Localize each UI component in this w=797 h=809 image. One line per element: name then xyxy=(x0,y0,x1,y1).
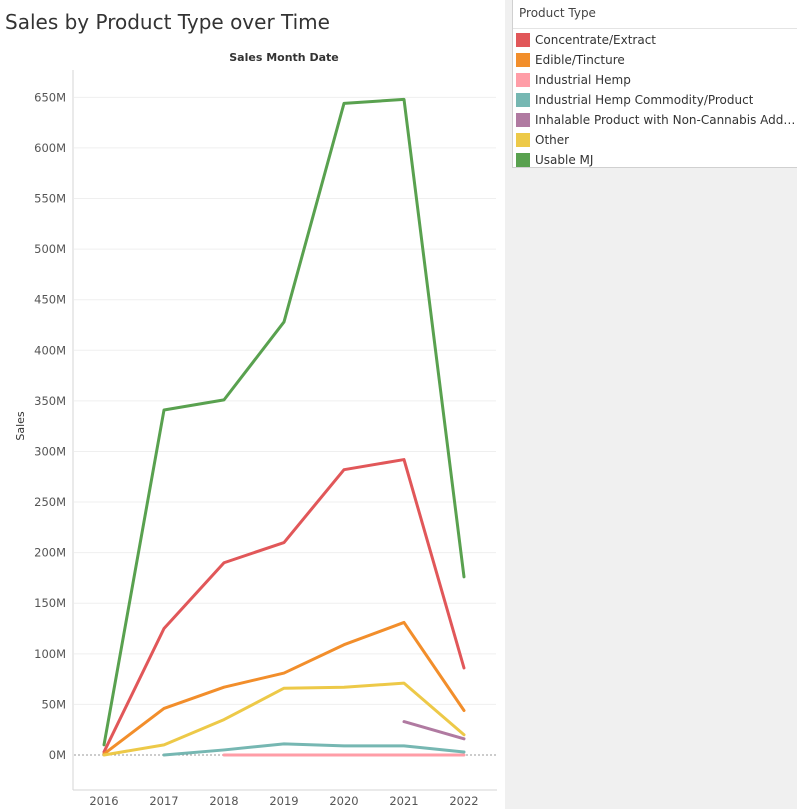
legend-item[interactable]: Other xyxy=(516,130,797,150)
y-tick-label: 150M xyxy=(34,596,66,610)
legend-label: Edible/Tincture xyxy=(535,53,625,67)
y-tick-label: 100M xyxy=(34,647,66,661)
y-tick-label: 400M xyxy=(34,343,66,357)
legend-item[interactable]: Edible/Tincture xyxy=(516,50,797,70)
legend-swatch xyxy=(516,133,530,147)
x-tick-label: 2020 xyxy=(329,794,358,808)
legend-item[interactable]: Industrial Hemp xyxy=(516,70,797,90)
y-axis-label: Sales xyxy=(14,411,27,441)
y-tick-label: 300M xyxy=(34,444,66,458)
y-tick-label: 50M xyxy=(41,697,66,711)
legend-swatch xyxy=(516,53,530,67)
legend-divider xyxy=(513,28,797,29)
x-tick-label: 2021 xyxy=(389,794,418,808)
y-tick-label: 600M xyxy=(34,141,66,155)
y-tick-label: 250M xyxy=(34,495,66,509)
y-tick-label: 200M xyxy=(34,546,66,560)
y-tick-label: 550M xyxy=(34,192,66,206)
x-tick-label: 2018 xyxy=(209,794,238,808)
legend-item[interactable]: Industrial Hemp Commodity/Product xyxy=(516,90,797,110)
x-tick-labels: 2016 2017 2018 2019 2020 2021 2022 xyxy=(89,794,478,808)
legend-title: Product Type xyxy=(519,6,596,20)
series-line-inhalable-product-with-non-cannabis-additiv xyxy=(402,720,466,741)
series-line-edible-tincture xyxy=(102,620,466,756)
y-tick-label: 650M xyxy=(34,90,66,104)
y-tick-label: 450M xyxy=(34,293,66,307)
legend-swatch xyxy=(516,93,530,107)
legend-items: Concentrate/Extract Edible/Tincture Indust… xyxy=(516,30,797,170)
x-tick-label: 2019 xyxy=(269,794,298,808)
chart-title: Sales by Product Type over Time xyxy=(5,10,330,34)
legend-label: Concentrate/Extract xyxy=(535,33,657,47)
legend-swatch xyxy=(516,33,530,47)
legend-label: Usable MJ xyxy=(535,153,594,167)
legend-item[interactable]: Usable MJ xyxy=(516,150,797,170)
x-axis-header: Sales Month Date xyxy=(229,51,338,64)
legend-label: Inhalable Product with Non-Cannabis Addi… xyxy=(535,113,797,127)
series-line-concentrate-extract xyxy=(102,458,466,754)
line-chart: Sales Month Date Sales 0M 50M 100M 150M 200M… xyxy=(14,51,497,808)
y-tick-label: 500M xyxy=(34,242,66,256)
x-tick-label: 2017 xyxy=(149,794,178,808)
y-tick-label: 350M xyxy=(34,394,66,408)
legend-label: Industrial Hemp xyxy=(535,73,631,87)
x-tick-label: 2016 xyxy=(89,794,118,808)
legend-item[interactable]: Inhalable Product with Non-Cannabis Addi… xyxy=(516,110,797,130)
legend-swatch xyxy=(516,73,530,87)
legend-label: Industrial Hemp Commodity/Product xyxy=(535,93,754,107)
gridlines xyxy=(74,96,496,756)
x-tick-label: 2022 xyxy=(449,794,478,808)
legend-label: Other xyxy=(535,133,570,147)
legend-swatch xyxy=(516,113,530,127)
series-line-usable-mj xyxy=(102,97,466,747)
series-lines xyxy=(102,97,466,757)
series-line-industrial-hemp-commodity-product xyxy=(162,742,466,757)
legend: Product Type Concentrate/Extract Edible/T… xyxy=(512,0,797,168)
y-tick-labels: 0M 50M 100M 150M 200M 250M 300M 350M 400M 450M 500… xyxy=(34,90,66,762)
series-line-other xyxy=(102,681,466,757)
y-tick-label: 0M xyxy=(49,748,66,762)
legend-swatch xyxy=(516,153,530,167)
legend-item[interactable]: Concentrate/Extract xyxy=(516,30,797,50)
